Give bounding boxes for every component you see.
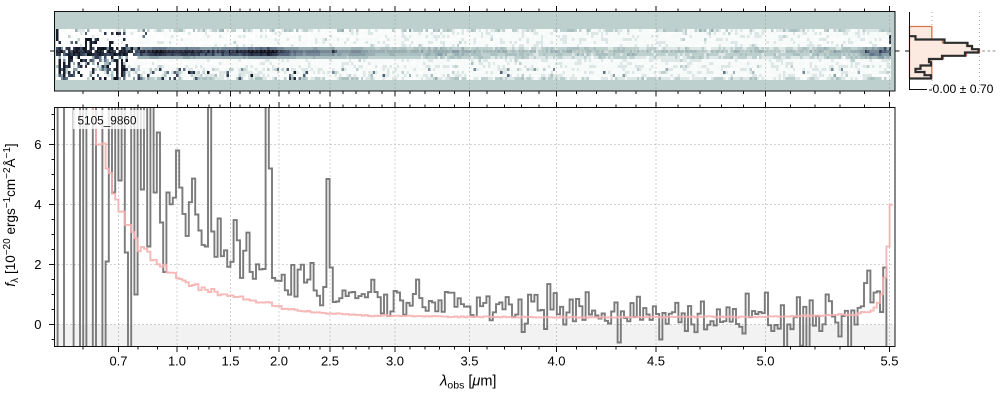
svg-text:fλ [10−20 ergs−1cm−2Å−1]: fλ [10−20 ergs−1cm−2Å−1] bbox=[2, 143, 21, 286]
svg-text:0: 0 bbox=[34, 317, 41, 332]
svg-text:1.5: 1.5 bbox=[221, 354, 239, 369]
svg-text:4.5: 4.5 bbox=[647, 354, 665, 369]
svg-text:1.0: 1.0 bbox=[168, 354, 186, 369]
svg-text:λobs [μm]: λobs [μm] bbox=[439, 373, 496, 392]
svg-text:6: 6 bbox=[34, 137, 41, 152]
svg-text:2: 2 bbox=[34, 257, 41, 272]
svg-text:5105_9860: 5105_9860 bbox=[78, 114, 137, 128]
svg-text:4.0: 4.0 bbox=[547, 354, 565, 369]
svg-text:5.5: 5.5 bbox=[880, 354, 898, 369]
svg-text:3.5: 3.5 bbox=[460, 354, 478, 369]
svg-text:2.0: 2.0 bbox=[270, 354, 288, 369]
svg-text:0.7: 0.7 bbox=[109, 354, 127, 369]
svg-text:-0.00 ± 0.70: -0.00 ± 0.70 bbox=[929, 82, 994, 96]
svg-text:2.5: 2.5 bbox=[321, 354, 339, 369]
svg-text:4: 4 bbox=[34, 197, 41, 212]
svg-text:5.0: 5.0 bbox=[756, 354, 774, 369]
svg-text:3.0: 3.0 bbox=[386, 354, 404, 369]
